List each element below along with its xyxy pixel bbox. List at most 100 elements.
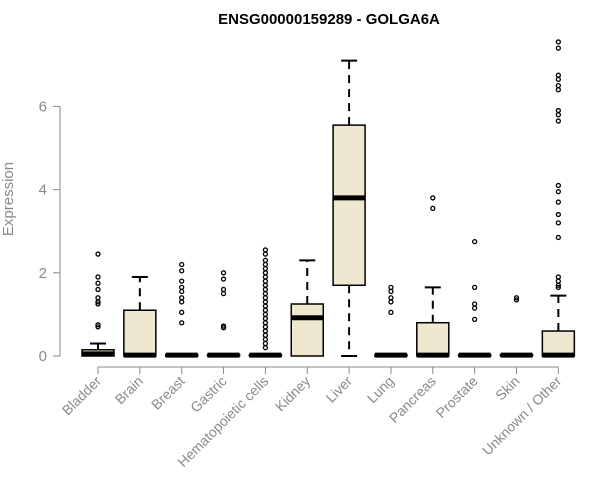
outlier-point bbox=[179, 261, 185, 268]
box-liver bbox=[332, 59, 366, 357]
iqr-box bbox=[332, 124, 366, 287]
y-axis: 0 2 4 6 bbox=[39, 98, 61, 365]
outlier-point bbox=[555, 211, 561, 218]
outlier-point bbox=[430, 205, 436, 211]
outlier-point bbox=[179, 284, 185, 291]
outlier-point bbox=[388, 295, 394, 301]
outlier-point bbox=[179, 295, 185, 301]
outlier-point bbox=[179, 268, 185, 274]
y-tick-label: 4 bbox=[39, 182, 47, 199]
outlier-point bbox=[179, 278, 185, 284]
y-tick-label: 2 bbox=[39, 265, 47, 282]
outlier-point bbox=[262, 315, 269, 322]
outlier-point bbox=[262, 328, 269, 334]
outlier-point bbox=[95, 251, 101, 257]
outlier-point bbox=[262, 251, 269, 257]
outlier-point bbox=[555, 220, 561, 226]
outlier-point bbox=[95, 324, 101, 330]
outlier-point bbox=[95, 274, 101, 280]
outlier-point bbox=[262, 332, 269, 338]
x-tick-label: Kidney bbox=[272, 373, 314, 415]
outlier-point bbox=[471, 305, 478, 311]
chart-title: ENSG00000159289 - GOLGA6A bbox=[218, 11, 440, 28]
outlier-point bbox=[262, 282, 269, 288]
outlier-point bbox=[513, 297, 520, 303]
outlier-point bbox=[262, 274, 269, 280]
outlier-point bbox=[262, 290, 269, 297]
outlier-point bbox=[555, 76, 561, 83]
outlier-point bbox=[555, 82, 561, 89]
outlier-point bbox=[555, 107, 561, 114]
box-brain bbox=[123, 275, 157, 358]
outlier-point bbox=[262, 336, 269, 343]
x-tick-label: Breast bbox=[148, 373, 188, 413]
outlier-point bbox=[262, 261, 269, 268]
outlier-point bbox=[513, 295, 520, 301]
outlier-point bbox=[388, 288, 394, 295]
iqr-box bbox=[416, 321, 450, 357]
outlier-point bbox=[95, 299, 101, 305]
outlier-point bbox=[430, 195, 436, 201]
x-tick-label: Lung bbox=[364, 373, 397, 406]
x-tick-label: Brain bbox=[112, 373, 146, 407]
outlier-point bbox=[555, 274, 561, 280]
outlier-point bbox=[262, 286, 269, 293]
box-pancreas bbox=[416, 195, 450, 358]
outlier-point bbox=[555, 72, 561, 78]
outlier-point bbox=[262, 303, 269, 309]
box-unknown-other bbox=[541, 39, 576, 358]
box-bladder bbox=[81, 251, 115, 357]
outlier-point bbox=[555, 45, 561, 51]
outlier-point bbox=[555, 118, 561, 124]
outlier-point bbox=[95, 286, 101, 293]
outlier-point bbox=[179, 288, 185, 295]
outlier-point bbox=[262, 307, 269, 313]
outlier-point bbox=[555, 282, 561, 288]
outlier-point bbox=[179, 299, 185, 305]
outlier-point bbox=[220, 325, 227, 331]
x-tick-label: Prostate bbox=[433, 373, 481, 421]
outlier-point bbox=[95, 301, 101, 307]
outlier-point bbox=[471, 316, 478, 323]
outlier-point bbox=[220, 286, 227, 293]
outlier-point bbox=[555, 87, 561, 93]
outlier-point bbox=[555, 112, 561, 118]
outlier-point bbox=[95, 280, 101, 286]
outlier-point bbox=[262, 278, 269, 284]
outlier-point bbox=[555, 199, 561, 205]
outlier-point bbox=[555, 39, 561, 45]
box-prostate bbox=[457, 238, 492, 358]
y-axis-label: Expression bbox=[0, 162, 17, 236]
outlier-point bbox=[262, 311, 269, 318]
box-skin bbox=[499, 295, 534, 358]
outlier-point bbox=[388, 299, 394, 305]
outlier-point bbox=[262, 247, 269, 253]
iqr-box bbox=[541, 330, 576, 357]
outlier-point bbox=[95, 295, 101, 301]
box-gastric bbox=[206, 270, 241, 358]
x-tick-label: Skin bbox=[492, 373, 523, 404]
outlier-point bbox=[555, 284, 561, 291]
outlier-point bbox=[262, 270, 269, 276]
outlier-point bbox=[262, 295, 269, 301]
x-tick-label: Bladder bbox=[59, 373, 105, 419]
outlier-point bbox=[220, 270, 227, 276]
outlier-point bbox=[179, 309, 185, 315]
box-kidney bbox=[290, 259, 324, 357]
outlier-point bbox=[220, 276, 227, 282]
iqr-box bbox=[123, 309, 157, 357]
box-hematopoietic-cells bbox=[248, 247, 283, 358]
outlier-point bbox=[388, 284, 394, 291]
boxes-layer bbox=[81, 39, 576, 358]
x-tick-label: Liver bbox=[322, 373, 355, 406]
outlier-point bbox=[220, 290, 227, 297]
iqr-box bbox=[290, 303, 324, 357]
box-breast bbox=[164, 261, 199, 358]
outlier-point bbox=[179, 320, 185, 326]
x-tick-label: Unknown / Other bbox=[479, 373, 565, 459]
outlier-point bbox=[95, 322, 101, 328]
outlier-point bbox=[555, 278, 561, 284]
outlier-point bbox=[471, 284, 478, 291]
